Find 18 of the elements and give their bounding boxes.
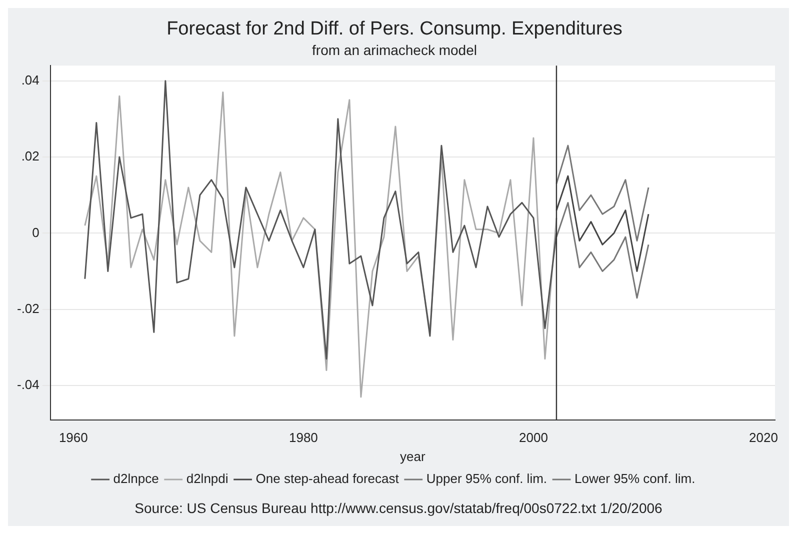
- legend-label: d2lnpce: [113, 471, 159, 486]
- legend-label: d2lnpdi: [186, 471, 228, 486]
- chart-title: Forecast for 2nd Diff. of Pers. Consump. Expenditures: [166, 18, 622, 40]
- x-tick-label: 1980: [288, 430, 318, 446]
- x-tick-label: 1960: [58, 430, 88, 446]
- legend-label: Upper 95% conf. lim.: [426, 471, 548, 486]
- legend-label: Lower 95% conf. lim.: [574, 471, 696, 486]
- y-tick-label: .04: [21, 72, 40, 88]
- source-note: Source: US Census Bureau http://www.census.gov/statab/freq/00s0722.txt 1/20/2006: [134, 499, 664, 518]
- x-axis-title: year: [400, 448, 426, 464]
- y-tick-label: -.02: [16, 300, 40, 316]
- x-tick-label: 2000: [519, 430, 548, 446]
- x-tick-label: 2020: [749, 430, 778, 446]
- y-tick-label: -.04: [16, 377, 40, 392]
- y-tick-label: 0: [32, 224, 40, 240]
- y-tick-label: .02: [21, 148, 40, 164]
- chart-subtitle: from an arimacheck model: [312, 42, 477, 58]
- legend-label: One step-ahead forecast: [256, 471, 400, 486]
